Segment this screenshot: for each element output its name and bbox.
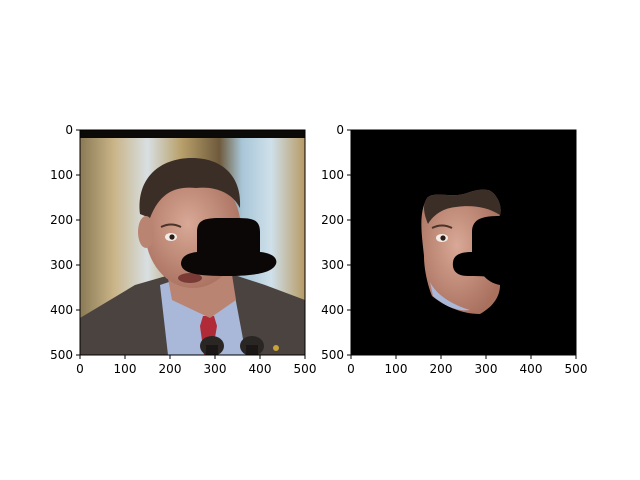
left-x-tick-label: 400 <box>249 362 272 376</box>
right-image <box>351 130 576 355</box>
left-x-tick-label: 100 <box>114 362 137 376</box>
left-y-tick-label: 500 <box>50 348 73 362</box>
right-x-tick-label: 100 <box>385 362 408 376</box>
right-y-tick-label: 400 <box>321 303 344 317</box>
left-y-tick-label: 100 <box>50 168 73 182</box>
right-y-tick-label: 0 <box>336 123 344 137</box>
left-y-tick-label: 300 <box>50 258 73 272</box>
right-y-tick-label: 500 <box>321 348 344 362</box>
right-x-tick-label: 300 <box>475 362 498 376</box>
left-x-tick-label: 300 <box>204 362 227 376</box>
right-y-tick-label: 100 <box>321 168 344 182</box>
right-x-tick-label: 0 <box>347 362 355 376</box>
right-y-tick-label: 300 <box>321 258 344 272</box>
right-y-tick-label: 200 <box>321 213 344 227</box>
left-y-tick-label: 200 <box>50 213 73 227</box>
right-x-tick-label: 200 <box>430 362 453 376</box>
right-x-tick-label: 500 <box>565 362 588 376</box>
left-image <box>80 130 305 355</box>
left-x-tick-label: 500 <box>294 362 317 376</box>
left-y-tick-label: 400 <box>50 303 73 317</box>
left-x-tick-label: 200 <box>159 362 182 376</box>
right-x-tick-label: 400 <box>520 362 543 376</box>
left-y-tick-label: 0 <box>65 123 73 137</box>
left-x-tick-label: 0 <box>76 362 84 376</box>
